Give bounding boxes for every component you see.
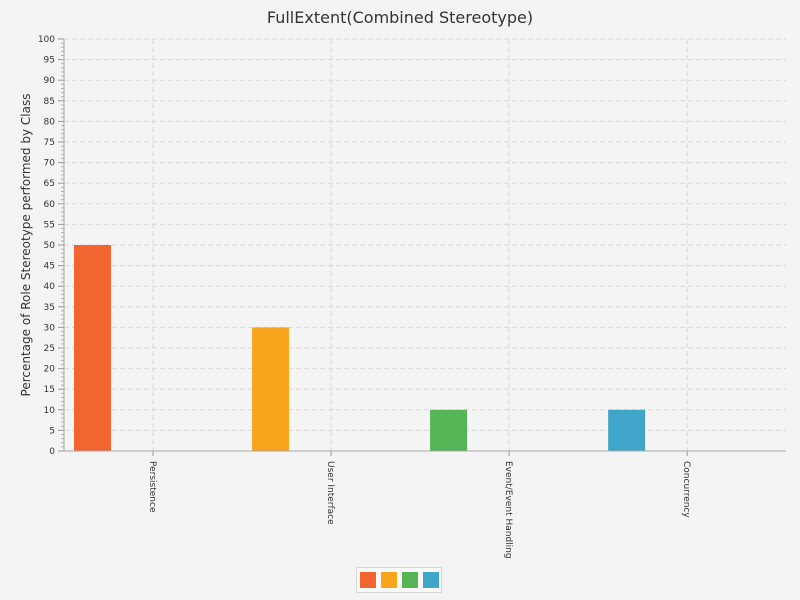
y-tick-label: 100 — [38, 35, 55, 45]
y-tick-label: 50 — [44, 241, 56, 251]
y-tick-label: 75 — [44, 138, 55, 148]
chart-title: FullExtent(Combined Stereotype) — [267, 8, 533, 27]
legend — [356, 567, 442, 593]
bar-2 — [252, 327, 290, 451]
bar-3 — [430, 409, 468, 451]
legend-swatch-1 — [359, 572, 376, 588]
x-category-label: Persistence — [147, 461, 157, 513]
y-tick-label: 45 — [44, 262, 55, 272]
y-tick-label: 65 — [44, 179, 55, 189]
bars-layer — [74, 245, 646, 451]
y-tick-label: 5 — [49, 426, 55, 436]
x-category-label: Concurrency — [681, 461, 691, 518]
y-axis-title: Percentage of Role Stereotype performed … — [19, 94, 33, 397]
labels-layer: 0 5 10 15 20 25 30 35 40 45 50 55 60 65 70 75 80 85 90 95 10… — [38, 35, 691, 559]
y-tick-label: 40 — [44, 282, 56, 292]
y-tick-label: 70 — [44, 159, 56, 169]
x-category-label: User Interface — [325, 461, 335, 525]
bar-1 — [74, 245, 111, 451]
y-tick-label: 90 — [44, 76, 56, 86]
y-tick-label: 95 — [44, 56, 55, 66]
grid-layer — [64, 38, 786, 451]
legend-swatch-4 — [422, 572, 439, 588]
y-tick-label: 80 — [44, 117, 56, 127]
y-tick-label: 35 — [44, 303, 55, 313]
y-tick-label: 60 — [44, 200, 56, 210]
legend-swatch-3 — [401, 572, 418, 588]
axes-layer — [58, 38, 786, 456]
y-tick-label: 25 — [44, 344, 55, 354]
y-tick-label: 0 — [49, 447, 55, 457]
bar-4 — [608, 409, 646, 451]
y-tick-label: 20 — [44, 365, 56, 375]
y-tick-label: 85 — [44, 97, 55, 107]
legend-swatch-2 — [380, 572, 397, 588]
x-category-label: Event/Event Handling — [503, 461, 513, 559]
y-tick-label: 30 — [44, 323, 56, 333]
y-tick-label: 15 — [44, 385, 55, 395]
y-tick-label: 55 — [44, 220, 55, 230]
y-tick-label: 10 — [44, 406, 56, 416]
